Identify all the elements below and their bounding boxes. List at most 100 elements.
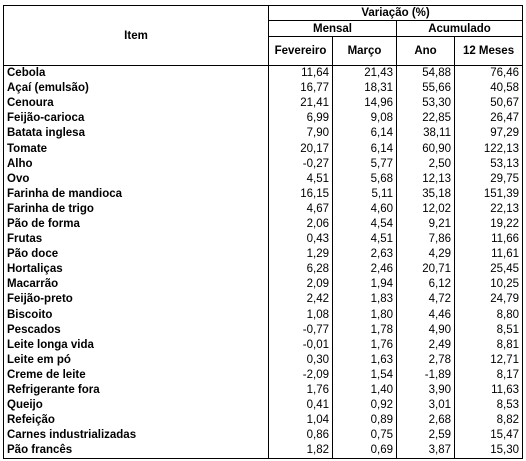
value-cell: 15,30 — [453, 443, 524, 460]
value-cell: -2,09 — [268, 367, 333, 383]
item-cell: Açaí (emulsão) — [3, 81, 269, 97]
table-body: Cebola 11,64 21,43 54,88 76,46 Açaí (emulsão)… — [3, 65, 524, 460]
group-header: Variação (%) — [267, 5, 524, 21]
value-cell: 53,13 — [453, 156, 524, 172]
table-row: Hortaliças 6,28 2,46 20,71 25,45 — [3, 262, 524, 278]
value-cell: 10,25 — [453, 277, 524, 293]
value-cell: 8,53 — [453, 398, 524, 414]
value-cell: 12,02 — [396, 201, 455, 217]
value-cell: 54,88 — [396, 65, 455, 82]
column-header: Março — [332, 36, 397, 66]
value-cell: 1,80 — [332, 307, 397, 323]
value-cell: 2,50 — [396, 156, 455, 172]
value-cell: 1,54 — [332, 367, 397, 383]
value-cell: 4,67 — [268, 201, 333, 217]
value-cell: 6,99 — [268, 111, 333, 127]
value-cell: 2,49 — [396, 337, 455, 353]
item-cell: Alho — [3, 156, 269, 172]
value-cell: 50,67 — [453, 96, 524, 112]
column-header: Fevereiro — [268, 36, 333, 66]
value-cell: 3,01 — [396, 398, 455, 414]
table-row: Pão doce 1,29 2,63 4,29 11,61 — [3, 247, 524, 263]
value-cell: 14,96 — [332, 96, 397, 112]
value-cell: 22,85 — [396, 111, 455, 127]
value-cell: 122,13 — [453, 141, 524, 157]
item-cell: Refrigerante fora — [3, 382, 269, 399]
value-cell: 0,69 — [332, 443, 397, 460]
item-cell: Refeição — [3, 413, 269, 429]
value-cell: -0,77 — [268, 322, 333, 338]
value-cell: 2,06 — [268, 216, 333, 233]
value-cell: -1,89 — [396, 367, 455, 383]
value-cell: 4,51 — [268, 171, 333, 187]
table-row: Creme de leite -2,09 1,54 -1,89 8,17 — [3, 367, 524, 383]
value-cell: 1,40 — [332, 382, 397, 399]
value-cell: 11,63 — [453, 382, 524, 399]
value-cell: 1,78 — [332, 322, 397, 338]
table-row: Tomate 20,17 6,14 60,90 122,13 — [3, 141, 524, 157]
item-cell: Leite em pó — [3, 352, 269, 368]
item-cell: Batata inglesa — [3, 126, 269, 142]
item-cell: Creme de leite — [3, 367, 269, 383]
value-cell: 4,72 — [396, 292, 455, 308]
value-cell: 9,08 — [332, 111, 397, 127]
table-row: Ovo 4,51 5,68 12,13 29,75 — [3, 171, 524, 187]
value-cell: 0,86 — [268, 428, 333, 444]
table-row: Alho -0,27 5,77 2,50 53,13 — [3, 156, 524, 172]
value-cell: 12,71 — [453, 352, 524, 368]
value-cell: 1,04 — [268, 413, 333, 429]
item-cell: Cenoura — [3, 96, 269, 112]
item-cell: Biscoito — [3, 307, 269, 323]
value-cell: 1,94 — [332, 277, 397, 293]
value-cell: 5,77 — [332, 156, 397, 172]
value-cell: 25,45 — [453, 262, 524, 278]
value-cell: 0,43 — [268, 232, 333, 248]
value-cell: 35,18 — [396, 186, 455, 202]
value-cell: 4,46 — [396, 307, 455, 323]
value-cell: 6,14 — [332, 141, 397, 157]
value-cell: 1,29 — [268, 247, 333, 263]
column-header: Ano — [396, 36, 455, 66]
value-cell: 5,11 — [332, 186, 397, 202]
value-cell: 8,81 — [453, 337, 524, 353]
value-cell: 9,21 — [396, 216, 455, 233]
value-cell: 18,31 — [332, 81, 397, 97]
value-cell: 97,29 — [453, 126, 524, 142]
value-cell: 0,89 — [332, 413, 397, 429]
item-cell: Leite longa vida — [3, 337, 269, 353]
value-cell: 4,51 — [332, 232, 397, 248]
item-cell: Feijão-carioca — [3, 111, 269, 127]
value-cell: 2,63 — [332, 247, 397, 263]
value-cell: 11,66 — [453, 232, 524, 248]
value-cell: 2,78 — [396, 352, 455, 368]
value-cell: 1,63 — [332, 352, 397, 368]
item-cell: Pescados — [3, 322, 269, 338]
item-cell: Ovo — [3, 171, 269, 187]
item-cell: Pão doce — [3, 247, 269, 263]
value-cell: 22,13 — [453, 201, 524, 217]
table-row: Frutas 0,43 4,51 7,86 11,66 — [3, 232, 524, 248]
value-cell: 12,13 — [396, 171, 455, 187]
value-cell: 11,61 — [453, 247, 524, 263]
value-cell: 38,11 — [396, 126, 455, 142]
value-cell: 2,46 — [332, 262, 397, 278]
table-row: Leite longa vida -0,01 1,76 2,49 8,81 — [3, 337, 524, 353]
price-table: Item Variação (%) Mensal Acumulado Fever… — [3, 5, 524, 460]
item-cell: Pão de forma — [3, 216, 269, 233]
table-row: Pão de forma 2,06 4,54 9,21 19,22 — [3, 216, 524, 233]
value-cell: 1,76 — [332, 337, 397, 353]
value-cell: 0,41 — [268, 398, 333, 414]
item-cell: Tomate — [3, 141, 269, 157]
item-header: Item — [3, 5, 269, 66]
value-cell: 19,22 — [453, 216, 524, 233]
value-cell: 16,15 — [268, 186, 333, 202]
item-cell: Hortaliças — [3, 262, 269, 278]
value-cell: 6,12 — [396, 277, 455, 293]
item-cell: Queijo — [3, 398, 269, 414]
value-cell: 24,79 — [453, 292, 524, 308]
value-cell: 21,41 — [268, 96, 333, 112]
value-cell: 60,90 — [396, 141, 455, 157]
item-cell: Macarrão — [3, 277, 269, 293]
item-cell: Frutas — [3, 232, 269, 248]
